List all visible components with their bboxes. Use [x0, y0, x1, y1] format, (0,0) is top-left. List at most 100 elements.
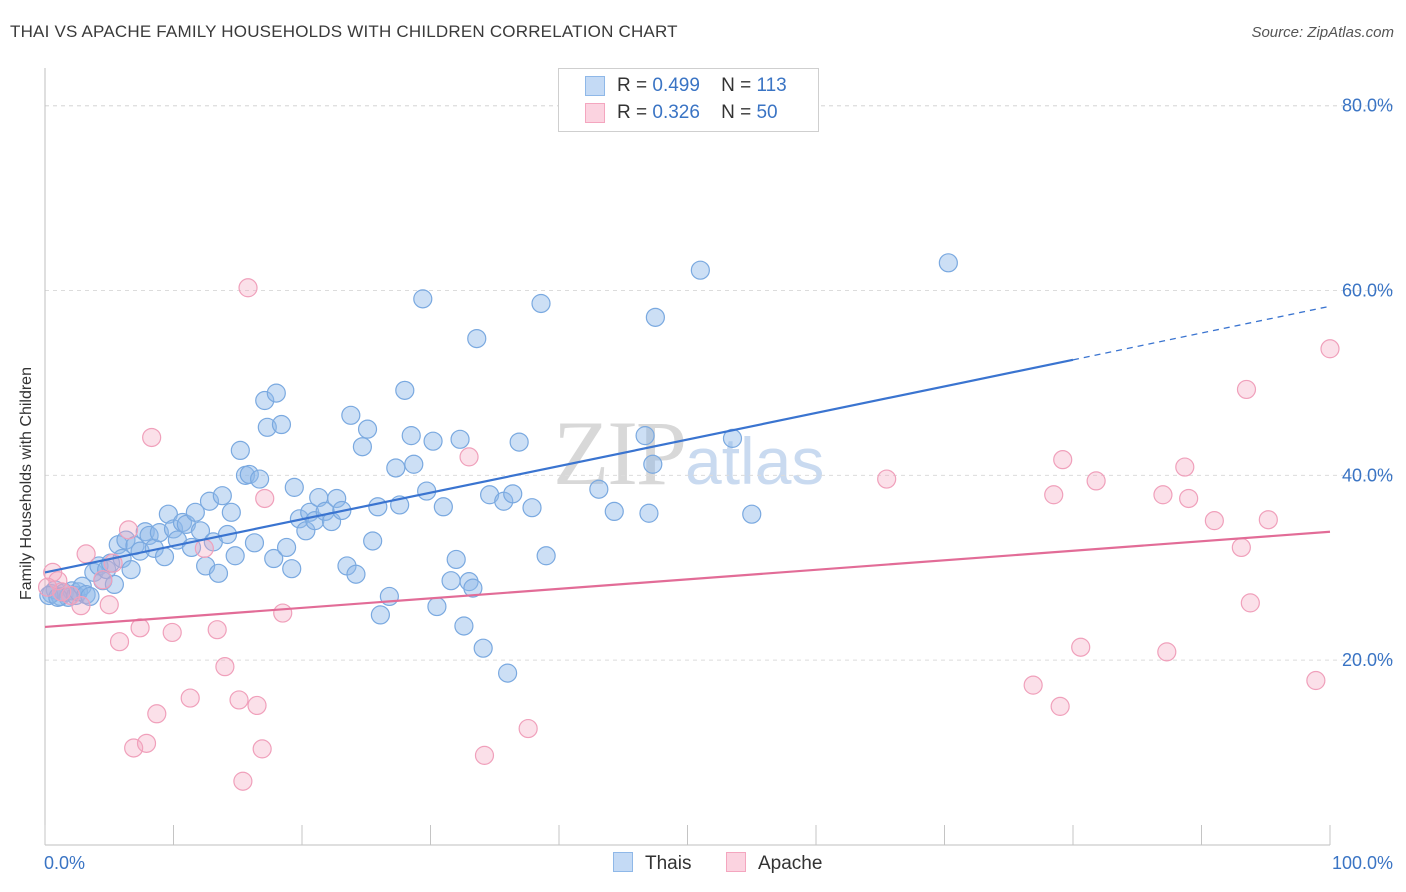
thais-point	[446, 549, 466, 570]
thais-point	[645, 307, 665, 327]
thais-point	[266, 383, 286, 403]
apache-point	[136, 733, 157, 753]
thais-trend-line	[44, 358, 1074, 574]
axes	[44, 68, 1331, 846]
thais-point	[368, 497, 388, 517]
stats-text-thais: R = 0.499 N = 113	[617, 75, 787, 97]
thais-point	[441, 571, 461, 591]
thais-point	[503, 484, 523, 504]
thais-point	[643, 454, 663, 474]
apache-point	[37, 577, 58, 597]
thais-point	[212, 486, 232, 506]
thais-point	[221, 502, 241, 522]
thais-point	[257, 417, 277, 437]
thais-point	[357, 419, 378, 439]
thais-point	[264, 548, 284, 569]
apache-point	[99, 595, 119, 615]
source-credit[interactable]: Source: ZipAtlas.com	[1251, 24, 1394, 41]
thais-point	[639, 503, 659, 523]
thais-point	[395, 380, 415, 400]
y-tick-label: 40.0%	[1342, 465, 1393, 485]
thais-point	[480, 485, 500, 505]
thais-point	[363, 531, 383, 551]
legend-label-thais: Thais	[645, 853, 692, 874]
series-legend: Thais Apache	[0, 850, 1406, 878]
apache-point	[124, 738, 144, 758]
apache-point	[229, 690, 249, 710]
apache-point	[1044, 485, 1064, 505]
apache-point	[118, 520, 139, 540]
thais-point	[509, 432, 529, 452]
thais-point	[450, 429, 470, 449]
thais-point	[473, 638, 493, 658]
thais-point	[386, 458, 406, 478]
r-value: 0.326	[652, 102, 700, 123]
legend-item-apache[interactable]: Apache	[726, 852, 822, 875]
thais-point	[454, 616, 474, 636]
apache-legend-swatch	[726, 852, 746, 872]
thais-point	[149, 523, 169, 543]
thais-point	[635, 426, 655, 446]
thais-point	[121, 560, 141, 580]
thais-point	[352, 437, 372, 457]
apache-point	[1023, 675, 1043, 695]
apache-point	[215, 657, 235, 677]
n-value: 113	[756, 75, 787, 96]
apache-point	[1258, 510, 1278, 530]
thais-point	[742, 504, 762, 524]
thais-point	[433, 497, 453, 517]
apache-point	[518, 718, 538, 739]
thais-point	[284, 477, 304, 497]
thais-point	[423, 431, 443, 451]
thais-point	[690, 260, 710, 280]
apache-point	[71, 596, 91, 616]
thais-point	[104, 574, 124, 595]
apache-point	[93, 570, 113, 590]
apache-point	[1050, 696, 1070, 716]
apache-point	[194, 538, 214, 558]
thais-point	[531, 293, 551, 314]
x-tick-label: 0.0%	[44, 853, 85, 873]
apache-point	[1157, 642, 1177, 662]
thais-point	[327, 488, 347, 509]
r-label: R =	[617, 75, 648, 96]
tick-labels: 20.0% 40.0% 60.0% 80.0% 0.0% 100.0%	[44, 96, 1393, 873]
thais-point	[463, 578, 483, 598]
thais-point	[589, 479, 609, 499]
apache-trend-line	[44, 530, 1331, 629]
r-value: 0.499	[652, 75, 700, 96]
apache-point	[459, 447, 479, 467]
apache-point	[255, 488, 275, 509]
apache-point	[1320, 339, 1340, 359]
thais-point	[536, 546, 556, 566]
apache-point	[233, 771, 253, 791]
thais-point	[185, 502, 205, 522]
apache-point	[1204, 511, 1224, 531]
apache-point	[273, 603, 293, 623]
y-tick-label: 60.0%	[1342, 281, 1393, 301]
thais-point	[604, 501, 624, 522]
apache-point	[252, 739, 272, 759]
apache-point	[474, 745, 495, 765]
thais-point	[413, 289, 433, 309]
thais-point	[401, 426, 421, 446]
thais-point	[282, 559, 302, 579]
apache-point	[207, 620, 227, 640]
thais-point	[225, 546, 245, 566]
apache-point	[61, 585, 81, 606]
apache-point	[162, 622, 182, 643]
thais-point	[239, 464, 259, 485]
legend-item-thais[interactable]: Thais	[613, 852, 691, 875]
apache-point	[238, 278, 258, 298]
x-tick-label: 100.0%	[1332, 853, 1393, 873]
thais-point	[341, 405, 361, 425]
thais-point	[154, 547, 175, 567]
apache-point	[130, 618, 150, 638]
apache-point	[142, 427, 162, 448]
n-label: N =	[721, 75, 752, 96]
y-tick-label: 80.0%	[1342, 96, 1393, 116]
y-tick-label: 20.0%	[1342, 650, 1393, 670]
thais-point	[271, 414, 292, 435]
apache-point	[180, 688, 200, 708]
